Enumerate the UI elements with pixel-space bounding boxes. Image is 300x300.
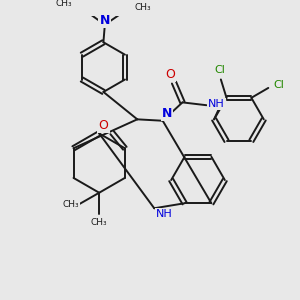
Text: CH₃: CH₃ — [91, 218, 107, 227]
Text: Cl: Cl — [274, 80, 284, 90]
Text: NH: NH — [156, 209, 172, 219]
Text: CH₃: CH₃ — [56, 0, 72, 8]
Text: CH₃: CH₃ — [63, 200, 79, 208]
Text: N: N — [162, 107, 172, 120]
Text: N: N — [100, 14, 110, 27]
Text: NH: NH — [208, 99, 225, 109]
Text: CH₃: CH₃ — [135, 3, 151, 12]
Text: O: O — [99, 119, 109, 132]
Text: O: O — [165, 68, 175, 81]
Text: Cl: Cl — [214, 64, 225, 75]
